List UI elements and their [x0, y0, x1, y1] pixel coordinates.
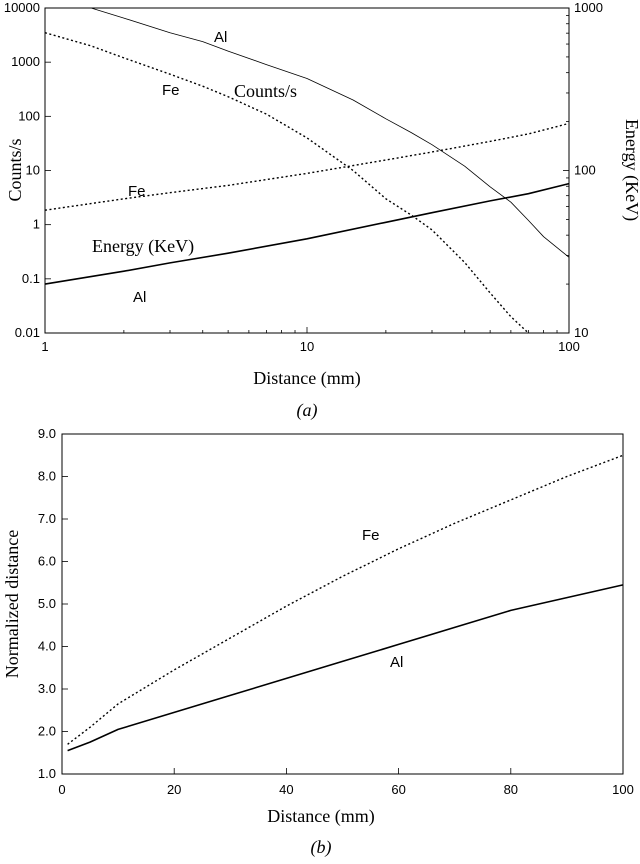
panel-a-y-axis-title: Counts/s	[5, 138, 25, 201]
panel-b-axis-ticks: 0 20 40 60 80 100 1.0 2.0 3.0 4.0 5.0 6.0 7.0 8.0 9.0	[38, 426, 634, 797]
series-line-4	[44, 182, 570, 285]
x-tick-label: 0	[58, 782, 65, 797]
y-tick-label: 3.0	[38, 681, 56, 696]
series-line-3	[44, 122, 570, 211]
y2-tick-label: 10	[574, 325, 588, 340]
label-fe-normalized: Fe	[362, 527, 380, 544]
x-tick-label: 10	[300, 339, 314, 354]
x-tick-label: 60	[391, 782, 405, 797]
series-line-2	[44, 32, 529, 334]
y-tick-label: 10	[26, 163, 40, 178]
panel-a-x-axis-title: Distance (mm)	[253, 368, 360, 389]
y-tick-label: 4.0	[38, 639, 56, 654]
y-tick-label: 1.0	[38, 766, 56, 781]
label-counts-series: Counts/s	[234, 81, 297, 101]
y-tick-label: 1000	[11, 54, 40, 69]
x-tick-label: 80	[504, 782, 518, 797]
y-tick-label: 6.0	[38, 554, 56, 569]
y-tick-label: 1	[33, 217, 40, 232]
panel-b-caption: (b)	[311, 837, 332, 858]
y-tick-label: 0.1	[22, 271, 40, 286]
panel-a-y2-axis-title: Energy (KeV)	[621, 119, 640, 221]
label-fe-counts: Fe	[162, 82, 180, 99]
label-al-normalized: Al	[390, 654, 403, 671]
panel-b: 0 20 40 60 80 1001.02.03.04.05.06.07.08.09.0 …	[2, 426, 634, 858]
x-tick-label: 40	[279, 782, 293, 797]
label-al-energy: Al	[133, 289, 146, 306]
y-tick-label: 8.0	[38, 469, 56, 484]
y-tick-label: 100	[18, 108, 40, 123]
y-tick-label: 9.0	[38, 426, 56, 441]
y2-tick-label: 1000	[574, 0, 603, 15]
x-tick-label: 20	[167, 782, 181, 797]
series-line-al	[67, 584, 624, 752]
x-tick-label: 100	[612, 782, 634, 797]
x-tick-label: 1	[41, 339, 48, 354]
x-tick-label: 100	[558, 339, 580, 354]
label-energy-series: Energy (KeV)	[92, 236, 194, 257]
panel-b-series	[67, 454, 624, 752]
panel-b-x-axis-title: Distance (mm)	[267, 806, 374, 827]
panel-a-series	[44, 7, 570, 334]
series-line-1	[90, 7, 570, 258]
y-tick-label: 10000	[4, 0, 40, 15]
y-tick-label: 5.0	[38, 596, 56, 611]
y-tick-label: 2.0	[38, 724, 56, 739]
panel-a-plot-frame	[44, 7, 570, 334]
label-fe-energy: Fe	[128, 183, 146, 200]
y-tick-label: 0.01	[15, 325, 40, 340]
panel-a-caption: (a)	[297, 400, 318, 421]
label-al-counts: Al	[214, 29, 227, 46]
panel-b-y-axis-title: Normalized distance	[2, 530, 22, 678]
y2-tick-label: 100	[574, 163, 596, 178]
series-line-fe	[67, 454, 624, 745]
y-tick-label: 7.0	[38, 511, 56, 526]
